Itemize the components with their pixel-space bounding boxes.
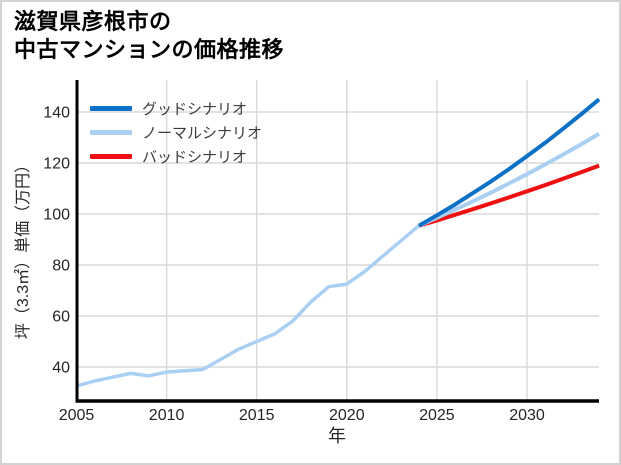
legend-line-bad-icon	[90, 153, 132, 159]
y-tick-label: 60	[52, 309, 70, 326]
x-tick-label: 2005	[59, 407, 95, 424]
x-tick-label: 2020	[329, 407, 365, 424]
chart-legend: グッドシナリオ ノーマルシナリオ バッドシナリオ	[90, 96, 262, 168]
legend-line-normal-icon	[90, 129, 132, 135]
series-line-good	[417, 97, 601, 228]
y-tick-label: 120	[43, 156, 70, 173]
chart-title: 滋賀県彦根市の 中古マンションの価格推移	[14, 8, 284, 64]
x-tick-label: 2015	[239, 407, 275, 424]
x-tick-label: 2030	[509, 407, 545, 424]
x-tick-label: 2010	[149, 407, 185, 424]
legend-label-good: グッドシナリオ	[142, 100, 248, 118]
legend-row-normal: ノーマルシナリオ	[90, 120, 262, 144]
y-tick-label: 140	[43, 105, 70, 122]
legend-row-bad: バッドシナリオ	[90, 144, 262, 168]
legend-line-good-icon	[90, 105, 132, 111]
x-axis-title: 年	[328, 426, 346, 446]
series-line-bad	[418, 163, 600, 228]
legend-row-good: グッドシナリオ	[90, 96, 262, 120]
x-tick-label: 2025	[419, 407, 455, 424]
y-tick-label: 40	[52, 360, 70, 377]
series-line-normal	[418, 131, 601, 228]
legend-label-normal: ノーマルシナリオ	[142, 124, 263, 142]
legend-label-bad: バッドシナリオ	[142, 148, 248, 166]
series-line-history	[76, 224, 421, 388]
chart-title-line1: 滋賀県彦根市の	[14, 9, 172, 34]
chart-title-line2: 中古マンションの価格推移	[14, 37, 285, 62]
y-axis-title: 坪（3.3㎡）単価（万円）	[14, 157, 32, 339]
y-tick-label: 80	[52, 258, 70, 275]
y-tick-label: 100	[43, 207, 70, 224]
